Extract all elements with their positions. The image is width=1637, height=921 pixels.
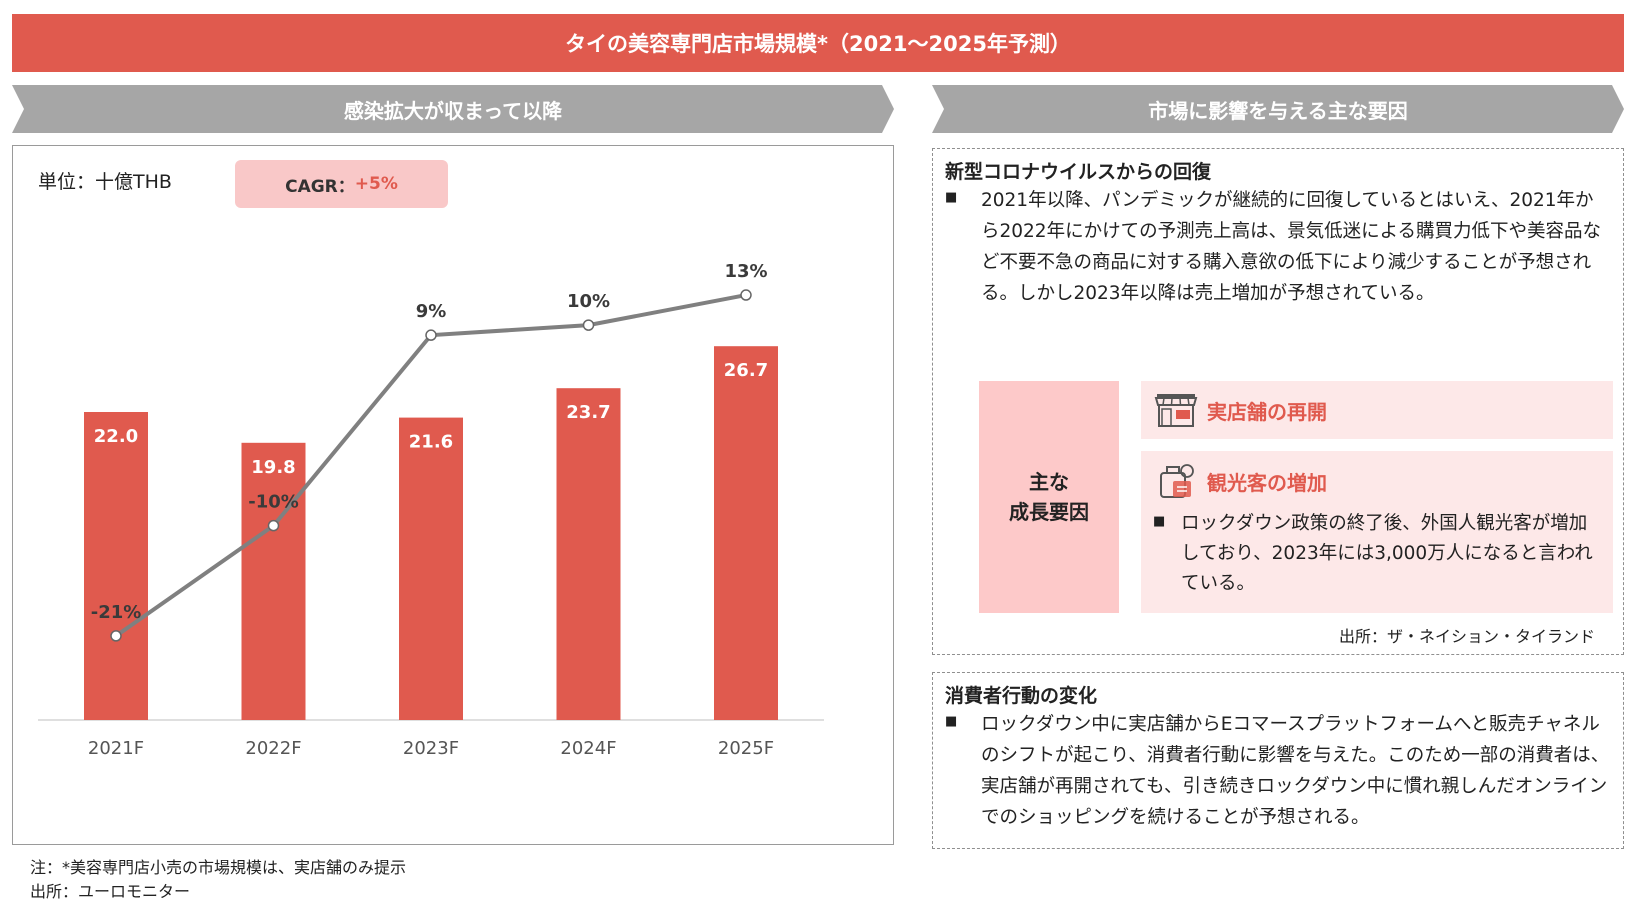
bar-value-label: 23.7 — [566, 402, 610, 423]
growth-label: 10% — [567, 291, 610, 312]
footnote: 注：*美容専門店小売の市場規模は、実店舗のみ提示 — [30, 858, 407, 877]
covid-bullet-text: 2021年以降、パンデミックが継続的に回復しているとはいえ、2021年から202… — [981, 190, 1602, 304]
store-icon — [1154, 394, 1198, 427]
behavior-bullet: ■ ロックダウン中に実店舗からEコマースプラットフォームへと販売チャネルのシフト… — [945, 709, 1611, 833]
growth-source: 出所：ザ・ネイション・タイランド — [1338, 627, 1595, 646]
growth-label: -10% — [248, 492, 299, 513]
x-tick-label: 2024F — [560, 738, 616, 759]
tourism-bullet: ■ ロックダウン政策の終了後、外国人観光客が増加しており、2023年には3,00… — [1153, 509, 1603, 599]
growth-factors-label: 主な 成長要因 — [979, 381, 1119, 613]
bullet-icon: ■ — [945, 714, 958, 729]
unit-label: 単位：十億THB — [38, 171, 172, 193]
bar-2025F — [714, 346, 778, 720]
cagr-label: CAGR： — [285, 176, 355, 197]
page-title: タイの美容専門店市場規模*（2021～2025年予測） — [12, 14, 1624, 72]
cagr-badge: CAGR： +5% — [235, 160, 448, 208]
x-tick-label: 2021F — [88, 738, 144, 759]
growth-point — [740, 289, 752, 301]
x-tick-label: 2023F — [403, 738, 459, 759]
growth-label-line2: 成長要因 — [1009, 500, 1089, 524]
bar-2023F — [399, 417, 463, 720]
covid-heading: 新型コロナウイルスからの回復 — [945, 161, 1212, 183]
growth-point — [267, 519, 280, 532]
store-reopen-title: 実店舗の再開 — [1207, 399, 1327, 424]
tourist-icon — [1160, 464, 1194, 498]
growth-label: -21% — [91, 602, 142, 623]
growth-point — [582, 319, 595, 331]
x-tick-label: 2025F — [718, 738, 774, 759]
growth-label: 13% — [724, 261, 767, 282]
bar-value-label: 21.6 — [409, 432, 453, 453]
covid-bullet: ■ 2021年以降、パンデミックが継続的に回復しているとはいえ、2021年から2… — [945, 185, 1611, 309]
bar-2022F — [241, 442, 306, 720]
growth-label: 9% — [416, 301, 447, 322]
growth-point — [425, 329, 437, 341]
market-size-chart: 22.0 2021F 19.8 2022F 21.6 2023F 23.7 2024F 26.7… — [38, 261, 824, 759]
bar-2021F — [84, 412, 148, 720]
growth-label-line1: 主な — [1029, 470, 1069, 494]
bullet-icon: ■ — [1153, 514, 1166, 529]
x-tick-label: 2022F — [245, 738, 301, 759]
growth-point — [110, 630, 122, 642]
bar-value-label: 19.8 — [251, 457, 295, 478]
footnote-source: 出所：ユーロモニター — [30, 882, 191, 901]
consumer-behavior-panel: 消費者行動の変化 ■ ロックダウン中に実店舗からEコマースプラットフォームへと販… — [932, 672, 1624, 849]
covid-recovery-panel: 新型コロナウイルスからの回復 ■ 2021年以降、パンデミックが継続的に回復して… — [932, 148, 1624, 655]
bullet-icon: ■ — [945, 190, 958, 205]
bar-value-label: 26.7 — [724, 360, 768, 381]
bar-2024F — [556, 388, 621, 720]
tourism-box: 観光客の増加 ■ ロックダウン政策の終了後、外国人観光客が増加しており、2023… — [1141, 451, 1613, 613]
store-reopen-box: 実店舗の再開 — [1141, 381, 1613, 439]
section-header-right: 市場に影響を与える主な要因 — [932, 85, 1624, 133]
tourism-bullet-text: ロックダウン政策の終了後、外国人観光客が増加しており、2023年には3,000万… — [1181, 513, 1593, 594]
behavior-bullet-text: ロックダウン中に実店舗からEコマースプラットフォームへと販売チャネルのシフトが起… — [981, 714, 1610, 828]
cagr-value: +5% — [354, 174, 398, 194]
bar-value-label: 22.0 — [94, 426, 138, 447]
tourism-title: 観光客の増加 — [1207, 470, 1327, 495]
behavior-heading: 消費者行動の変化 — [945, 685, 1098, 707]
section-header-left: 感染拡大が収まって以降 — [12, 85, 894, 133]
